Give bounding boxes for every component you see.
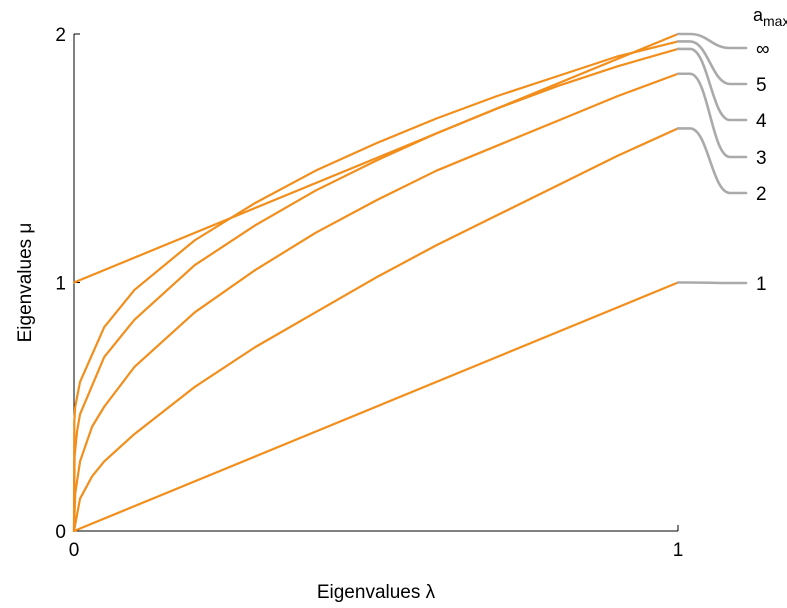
series-line-3 bbox=[72, 47, 680, 533]
legend-label: 4 bbox=[756, 111, 767, 132]
legend-label: 3 bbox=[756, 148, 767, 169]
x-tick-label: 0 bbox=[69, 540, 80, 561]
legend-connector-5 bbox=[676, 127, 748, 195]
series-line-5 bbox=[72, 127, 680, 533]
y-tick-label: 0 bbox=[55, 522, 66, 543]
series-line-2 bbox=[72, 40, 680, 533]
legend-title-main: a bbox=[753, 5, 764, 25]
series-line-1 bbox=[72, 32, 680, 284]
legend-label: 1 bbox=[756, 274, 767, 295]
series-line-6 bbox=[72, 281, 680, 533]
legend-label: ∞ bbox=[756, 39, 770, 60]
y-axis-title: Eigenvalues μ bbox=[15, 223, 36, 343]
legend-title-sub: max bbox=[763, 13, 787, 29]
y-tick-label: 1 bbox=[55, 274, 66, 295]
legend-label: 5 bbox=[756, 75, 767, 96]
y-tick-label: 2 bbox=[55, 25, 66, 46]
legend-connector-4 bbox=[676, 72, 748, 159]
axes: 0 1 2 0 1 Eigenvalues λ Eigenvalues μ bbox=[15, 25, 683, 603]
legend-connector-2 bbox=[676, 40, 748, 86]
x-axis-title: Eigenvalues λ bbox=[317, 582, 436, 603]
legend: ∞ 5 4 3 2 1 amax bbox=[676, 5, 787, 295]
legend-label: 2 bbox=[756, 184, 767, 205]
legend-connector-1 bbox=[676, 32, 748, 50]
series-line-4 bbox=[72, 72, 680, 533]
legend-connector-6 bbox=[676, 281, 748, 285]
curves bbox=[72, 32, 680, 533]
legend-title: amax bbox=[753, 5, 787, 29]
x-tick-label: 1 bbox=[673, 540, 684, 561]
legend-connector-3 bbox=[676, 47, 748, 122]
